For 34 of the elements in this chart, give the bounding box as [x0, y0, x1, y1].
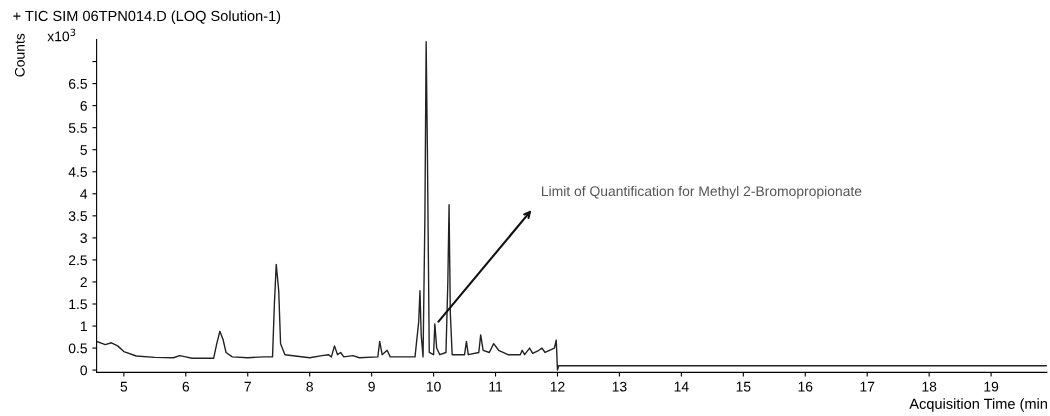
y-tick-label: 0.5 — [68, 343, 87, 354]
x-axis-title: Acquisition Time (min — [909, 398, 1047, 412]
y-tick-label: 5.5 — [68, 123, 87, 133]
x-tick-label: 15 — [736, 381, 751, 392]
x-tick-label: 13 — [612, 381, 627, 392]
x-tick-label: 17 — [860, 381, 875, 392]
x-tick-label: 7 — [244, 381, 251, 392]
x-tick-label: 6 — [182, 381, 190, 392]
chart-subtitle: x10$^{3}$ — [47, 28, 76, 42]
y-tick-label: 1.5 — [69, 299, 87, 310]
x-tick-label: 8 — [306, 381, 313, 392]
y-tick-label: 3 — [80, 233, 87, 244]
x-tick-label: 18 — [922, 381, 937, 392]
y-tick-label: 1 — [80, 321, 87, 332]
x-tick-label: 12 — [550, 381, 565, 392]
x-tick-label: 10 — [426, 381, 441, 392]
y-tick-label: 0 — [80, 365, 88, 376]
x-tick-label: 5 — [120, 381, 128, 392]
annotation: Limit of Quantification for Methyl 2-Bromopropionate — [541, 185, 862, 199]
y-tick-label: 2.5 — [68, 255, 87, 266]
x-tick-label: 9 — [368, 381, 375, 392]
x-tick-label: 19 — [984, 381, 999, 392]
x-tick-label: 14 — [674, 381, 689, 392]
y-tick-label: 4.5 — [68, 167, 87, 177]
chart-title: + TIC SIM 06TPN014.D (LOQ Solution-1) — [13, 10, 281, 24]
y-axis-title: Counts — [14, 33, 25, 77]
y-tick-label: 2 — [80, 277, 87, 287]
y-tick-label: 6 — [80, 100, 87, 111]
x-tick-label: 11 — [489, 381, 503, 392]
y-tick-label: 4 — [80, 189, 88, 199]
y-tick-label: 5 — [80, 145, 87, 155]
x-tick-label: 16 — [798, 381, 813, 392]
y-tick-label: 6.5 — [68, 78, 87, 89]
y-tick-label: 3.5 — [68, 211, 87, 222]
